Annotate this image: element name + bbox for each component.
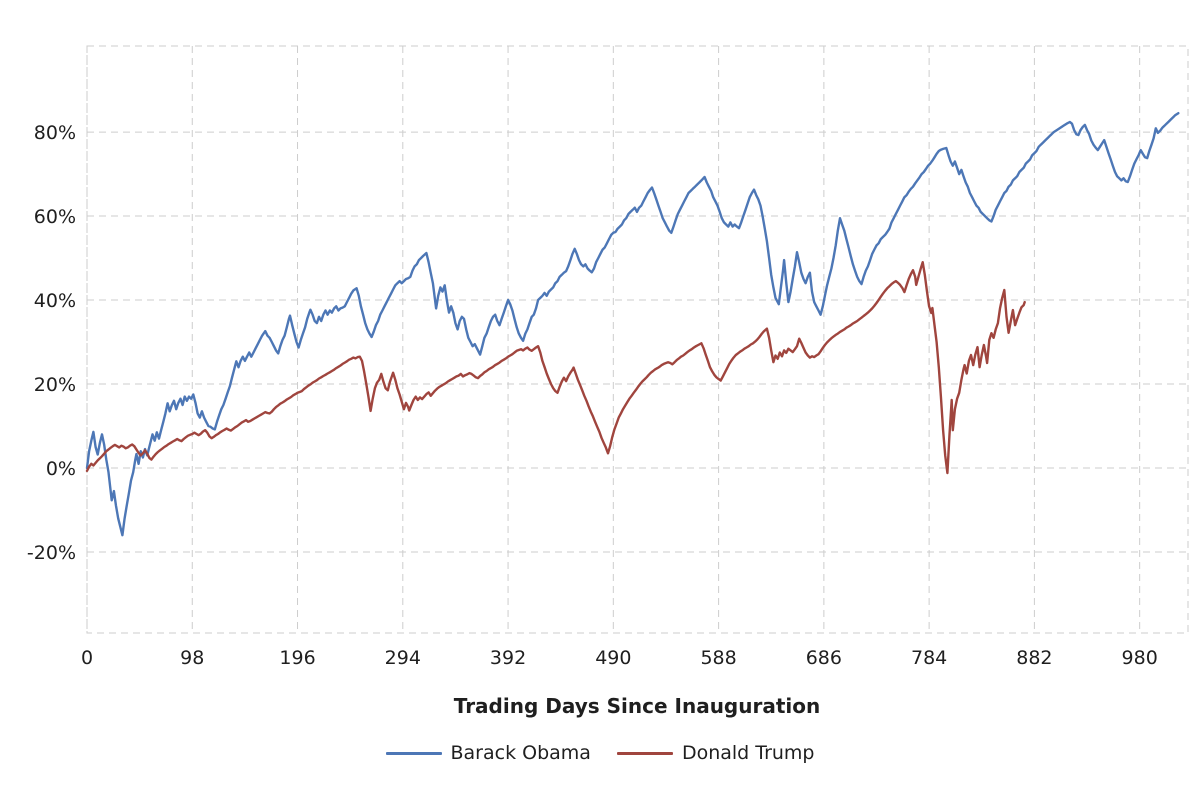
x-tick-label: 882 [1016,647,1052,669]
x-axis-tick-labels: 0 98 196 294 392 490 588 686 784 882 980 [81,647,1158,669]
x-tick-label: 588 [700,647,736,669]
y-tick-label: 0% [46,458,76,480]
legend-item-trump[interactable]: Donald Trump [616,742,815,764]
x-tick-label: 0 [81,647,93,669]
y-tick-label: 80% [34,122,76,144]
legend-label-trump: Donald Trump [681,742,815,764]
series-line-1 [85,261,1026,475]
line-chart: 0 98 196 294 392 490 588 686 784 882 980 -20% 0% 20%… [27,45,1189,718]
x-tick-label: 196 [279,647,315,669]
x-tick-label: 294 [385,647,421,669]
y-axis-tick-labels: -20% 0% 20% 40% 60% 80% [27,122,76,564]
x-tick-label: 686 [806,647,842,669]
y-tick-label: 60% [34,206,76,228]
y-tick-label: 40% [34,290,76,312]
x-tick-label: 490 [595,647,631,669]
legend-item-obama[interactable]: Barack Obama [385,742,591,764]
obama-line-swatch [385,751,442,755]
plot-border [86,45,1189,634]
y-tick-label: 20% [34,374,76,396]
x-tick-label: 392 [490,647,526,669]
gridlines [86,45,1189,634]
series-line-0 [85,112,1180,537]
series-lines [85,112,1180,537]
x-tick-label: 784 [911,647,947,669]
legend-label-obama: Barack Obama [450,742,591,764]
legend: Barack Obama Donald Trump [0,742,1200,764]
x-tick-label: 98 [180,647,204,669]
x-axis-title: Trading Days Since Inauguration [454,694,820,718]
y-tick-label: -20% [27,542,76,564]
trump-line-swatch [616,751,673,755]
x-tick-label: 980 [1122,647,1158,669]
